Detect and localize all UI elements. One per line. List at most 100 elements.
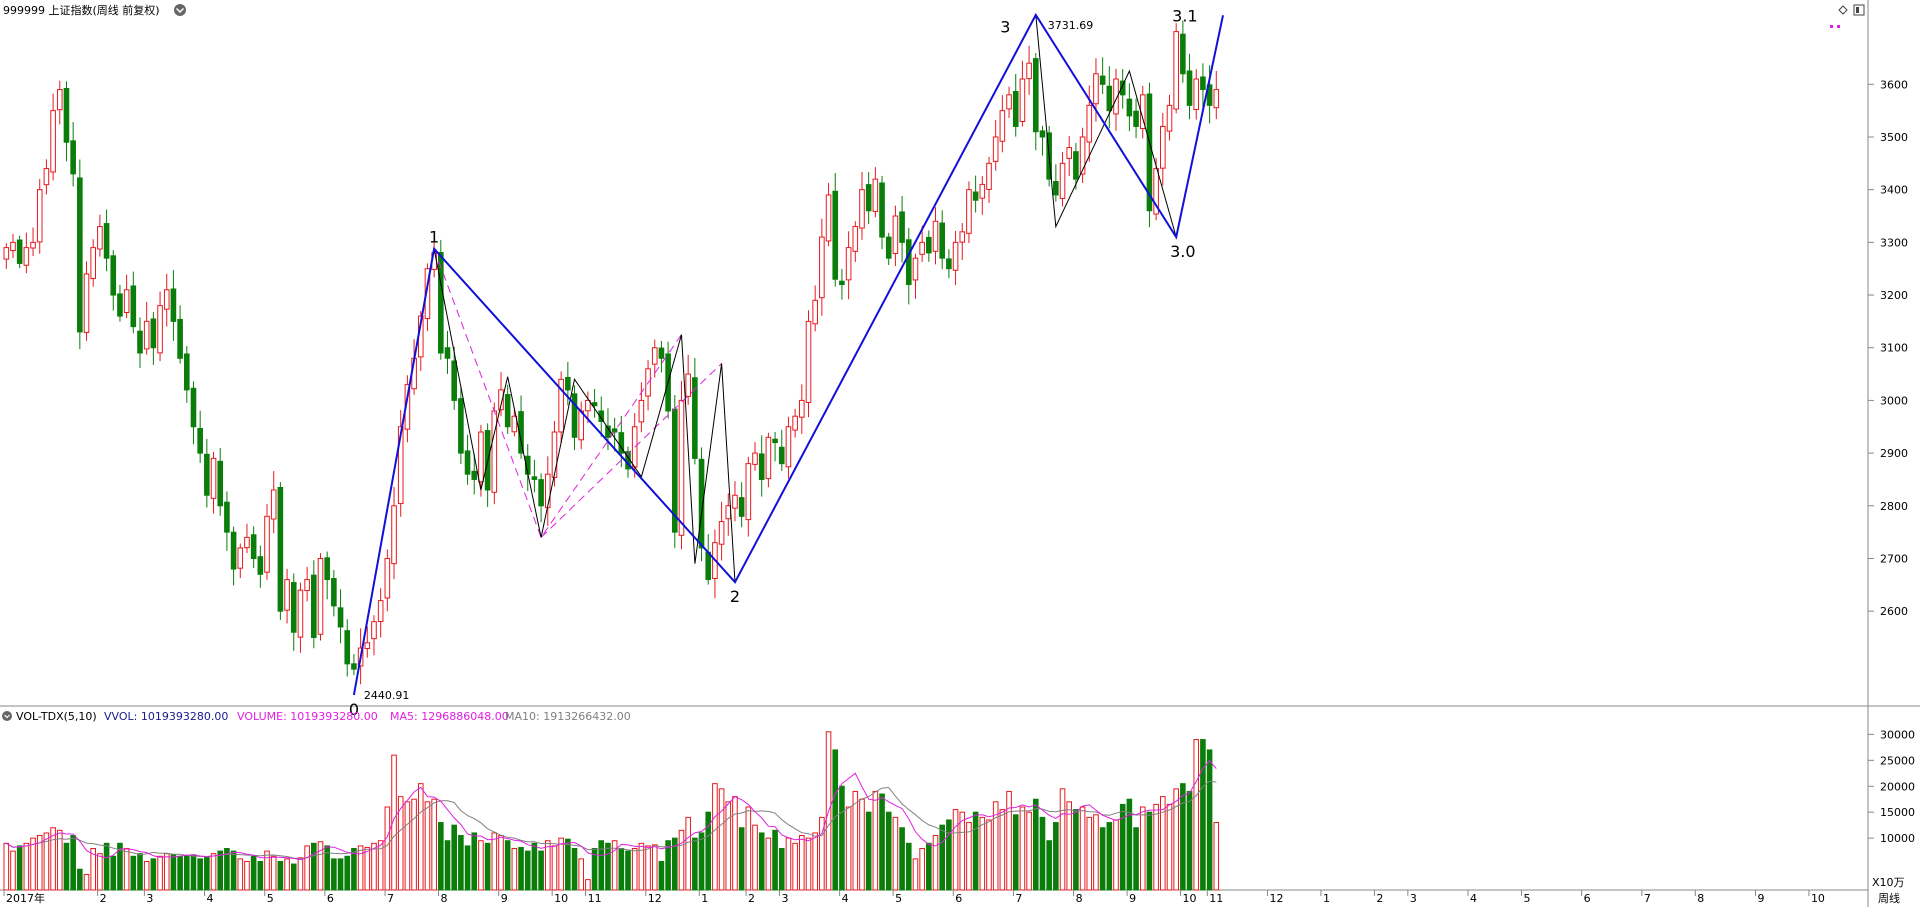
volume-series: [3, 731, 1220, 891]
candle: [992, 119, 999, 171]
candle: [83, 261, 90, 341]
candle: [672, 394, 678, 548]
volume-bar: [63, 842, 70, 891]
volume-bar: [250, 855, 257, 891]
month-tick-label: 7: [1015, 892, 1022, 905]
price-tick-label: 2800: [1880, 500, 1908, 513]
volume-bar: [290, 863, 297, 891]
candle: [879, 175, 885, 250]
candle: [371, 615, 377, 656]
volume-bar: [1039, 816, 1046, 891]
volume-bar: [411, 798, 417, 891]
volume-bar: [832, 749, 839, 891]
volume-bar: [1012, 814, 1019, 891]
candle: [478, 424, 484, 497]
candle: [1213, 70, 1220, 120]
month-tick-label: 5: [267, 892, 274, 905]
volume-bar: [351, 848, 357, 891]
volume-tick-label: 15000: [1880, 806, 1915, 819]
candle: [1106, 66, 1113, 129]
volume-bar: [518, 846, 524, 891]
month-tick-label: 12: [1269, 892, 1283, 905]
volume-bar: [792, 842, 798, 891]
window-icon[interactable]: [1853, 4, 1865, 16]
volume-bar: [692, 837, 698, 891]
ma5-line: [6, 760, 1217, 861]
candle: [23, 232, 30, 274]
candle: [204, 438, 210, 508]
volume-bar: [311, 842, 317, 891]
chevron-down-icon[interactable]: [174, 4, 186, 16]
candle: [471, 453, 478, 495]
volume-bar: [77, 868, 83, 891]
volume-bar: [364, 846, 371, 891]
volume-bar: [103, 842, 110, 891]
month-tick-label: 8: [1697, 892, 1704, 905]
volume-bar: [36, 835, 43, 891]
month-tick-label: 3: [1410, 892, 1417, 905]
candle: [551, 421, 558, 487]
volume-bar: [397, 796, 404, 891]
month-tick-label: 4: [1470, 892, 1477, 905]
candle: [852, 221, 859, 263]
volume-bar: [391, 754, 397, 891]
volume-bar: [712, 783, 718, 891]
candle: [317, 553, 324, 641]
volume-bar: [859, 798, 865, 891]
month-tick-label: 6: [955, 892, 962, 905]
candle: [712, 529, 718, 599]
volume-bar: [110, 855, 117, 891]
candle: [90, 239, 97, 287]
volume-bar: [812, 832, 818, 891]
month-tick-label: 8: [1076, 892, 1083, 905]
candle: [892, 205, 899, 267]
volume-bar: [1106, 822, 1113, 891]
volume-bar: [16, 845, 23, 891]
candle: [758, 435, 765, 497]
candle: [979, 176, 986, 215]
candle: [337, 589, 344, 644]
volume-bar: [117, 842, 123, 891]
volume-bar: [725, 801, 732, 891]
dashed-channel-line: [433, 248, 682, 539]
month-tick-label: 1: [701, 892, 708, 905]
volume-bar: [56, 829, 63, 891]
volume-bar: [698, 832, 705, 891]
month-tick-label: 11: [588, 892, 602, 905]
candle: [464, 434, 471, 485]
candle: [832, 173, 839, 287]
volume-bar: [986, 819, 992, 891]
volume-bar: [1119, 803, 1126, 891]
month-tick-label: 10: [554, 892, 568, 905]
candle: [364, 626, 371, 658]
volume-bar: [1059, 788, 1066, 891]
candle: [966, 181, 972, 243]
volume-bar: [745, 806, 752, 891]
volume-bar: [718, 788, 725, 891]
candle: [1066, 135, 1073, 176]
volume-bar: [531, 842, 538, 891]
volume-bar: [224, 848, 230, 891]
candle: [183, 346, 190, 403]
month-tick-label: 5: [895, 892, 902, 905]
candle: [504, 384, 511, 434]
diamond-icon[interactable]: [1838, 5, 1848, 15]
candle: [250, 526, 257, 569]
volume-bar: [805, 837, 812, 891]
candle: [919, 225, 925, 263]
volume-bar: [1193, 739, 1200, 891]
candle: [591, 389, 598, 418]
candle: [277, 481, 284, 620]
volume-bar: [324, 845, 330, 891]
volume-bar: [551, 845, 558, 891]
wave-label-1: 1: [429, 228, 439, 247]
candle: [692, 358, 698, 465]
candle: [778, 429, 785, 471]
volume-bar: [417, 783, 424, 891]
candle: [571, 385, 578, 450]
candle: [331, 570, 337, 617]
candle: [959, 223, 966, 261]
candle: [745, 456, 752, 537]
candle: [645, 360, 651, 411]
